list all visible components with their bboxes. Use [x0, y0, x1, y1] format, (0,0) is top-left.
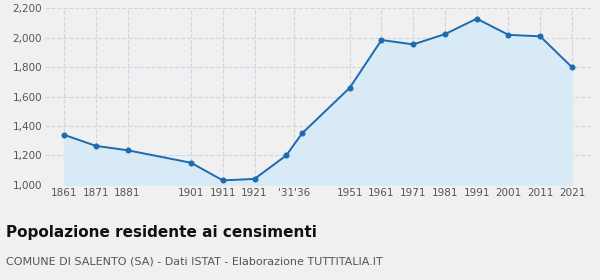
Text: Popolazione residente ai censimenti: Popolazione residente ai censimenti: [6, 225, 317, 240]
Text: COMUNE DI SALENTO (SA) - Dati ISTAT - Elaborazione TUTTITALIA.IT: COMUNE DI SALENTO (SA) - Dati ISTAT - El…: [6, 256, 383, 267]
